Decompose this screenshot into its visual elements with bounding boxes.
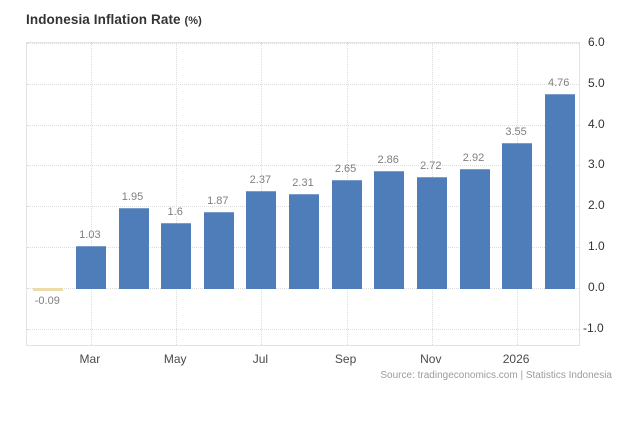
bar-value-label: 2.72 bbox=[420, 159, 442, 172]
chart-title-text: Indonesia Inflation Rate bbox=[26, 12, 181, 27]
gridline-y-3 bbox=[27, 165, 579, 167]
x-tick-2026: 2026 bbox=[502, 352, 530, 366]
bar-value-label: 2.92 bbox=[462, 151, 485, 164]
gridline-y-6 bbox=[27, 43, 579, 44]
bar-2.31[interactable] bbox=[289, 193, 319, 289]
bar-1.6[interactable] bbox=[161, 222, 192, 289]
x-tick-Jul: Jul bbox=[252, 352, 269, 366]
bar-2.37[interactable] bbox=[246, 191, 277, 289]
bar-value-label: 4.76 bbox=[547, 76, 570, 89]
bar-1.03[interactable] bbox=[75, 245, 106, 289]
x-tick-May: May bbox=[163, 352, 187, 366]
bar-value-label: 1.87 bbox=[207, 194, 229, 207]
bar-1.87[interactable] bbox=[203, 211, 234, 289]
y-tick-1.0: 1.0 bbox=[588, 239, 605, 253]
gridline-x-May bbox=[176, 43, 178, 345]
x-tick-Nov: Nov bbox=[420, 352, 442, 366]
y-tick-6.0: 6.0 bbox=[588, 35, 605, 49]
y-tick--1.0: -1.0 bbox=[583, 320, 604, 335]
plot-area[interactable] bbox=[26, 42, 580, 346]
bar-value-label: 2.31 bbox=[292, 176, 314, 189]
y-tick-4.0: 4.0 bbox=[588, 116, 605, 131]
y-tick-0.0: 0.0 bbox=[588, 279, 605, 294]
bar-value-label: 2.37 bbox=[249, 174, 272, 187]
y-tick-3.0: 3.0 bbox=[588, 157, 605, 172]
bar-value-label: 1.95 bbox=[121, 191, 144, 204]
bar-2.65[interactable] bbox=[331, 179, 362, 289]
bar-2.72[interactable] bbox=[416, 176, 447, 289]
bar-3.55[interactable] bbox=[502, 143, 533, 289]
bar-value-label: 2.86 bbox=[377, 154, 399, 167]
gridline-y--1 bbox=[27, 328, 579, 330]
gridline-y-5 bbox=[27, 83, 579, 85]
x-tick-Mar: Mar bbox=[79, 352, 101, 366]
bar-value-label: 2.65 bbox=[334, 162, 357, 175]
bar-value-label: 1.6 bbox=[167, 205, 183, 218]
chart-title: Indonesia Inflation Rate (%) bbox=[26, 12, 202, 27]
gridline-x-Mar bbox=[90, 43, 92, 345]
y-tick-2.0: 2.0 bbox=[588, 198, 605, 213]
bar--0.09[interactable] bbox=[33, 287, 64, 292]
bar-value-label: 1.03 bbox=[79, 228, 101, 241]
bar-2.92[interactable] bbox=[459, 168, 490, 289]
bar-2.86[interactable] bbox=[374, 171, 405, 289]
bar-value-label: 3.55 bbox=[505, 126, 527, 138]
chart-title-unit: (%) bbox=[184, 15, 202, 27]
bar-4.76[interactable] bbox=[544, 93, 575, 289]
bar-value-label: -0.09 bbox=[34, 294, 60, 307]
y-tick-5.0: 5.0 bbox=[588, 75, 605, 90]
x-tick-Sep: Sep bbox=[334, 352, 357, 366]
bar-1.95[interactable] bbox=[118, 208, 149, 289]
gridline-y-4 bbox=[27, 124, 579, 126]
source-attribution: Source: tradingeconomics.com | Statistic… bbox=[380, 370, 612, 381]
